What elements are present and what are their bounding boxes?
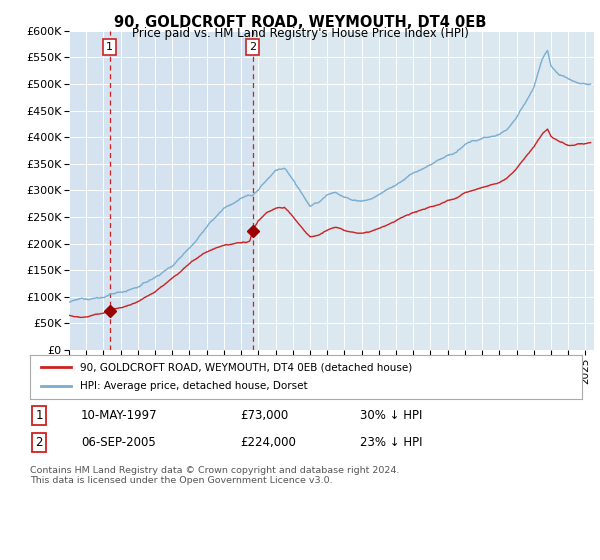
Text: 30% ↓ HPI: 30% ↓ HPI [360,409,422,422]
Text: 10-MAY-1997: 10-MAY-1997 [81,409,158,422]
Text: 06-SEP-2005: 06-SEP-2005 [81,436,156,449]
Bar [69,31,253,350]
Text: 2: 2 [35,436,43,449]
Text: 1: 1 [35,409,43,422]
Text: 90, GOLDCROFT ROAD, WEYMOUTH, DT4 0EB (detached house): 90, GOLDCROFT ROAD, WEYMOUTH, DT4 0EB (d… [80,362,412,372]
Text: 23% ↓ HPI: 23% ↓ HPI [360,436,422,449]
Text: Contains HM Land Registry data © Crown copyright and database right 2024.
This d: Contains HM Land Registry data © Crown c… [30,466,400,486]
Text: £224,000: £224,000 [240,436,296,449]
Text: Price paid vs. HM Land Registry's House Price Index (HPI): Price paid vs. HM Land Registry's House … [131,27,469,40]
Text: 90, GOLDCROFT ROAD, WEYMOUTH, DT4 0EB: 90, GOLDCROFT ROAD, WEYMOUTH, DT4 0EB [114,15,486,30]
Text: 2: 2 [249,42,256,52]
Text: HPI: Average price, detached house, Dorset: HPI: Average price, detached house, Dors… [80,381,307,391]
Text: £73,000: £73,000 [240,409,288,422]
Text: 1: 1 [106,42,113,52]
